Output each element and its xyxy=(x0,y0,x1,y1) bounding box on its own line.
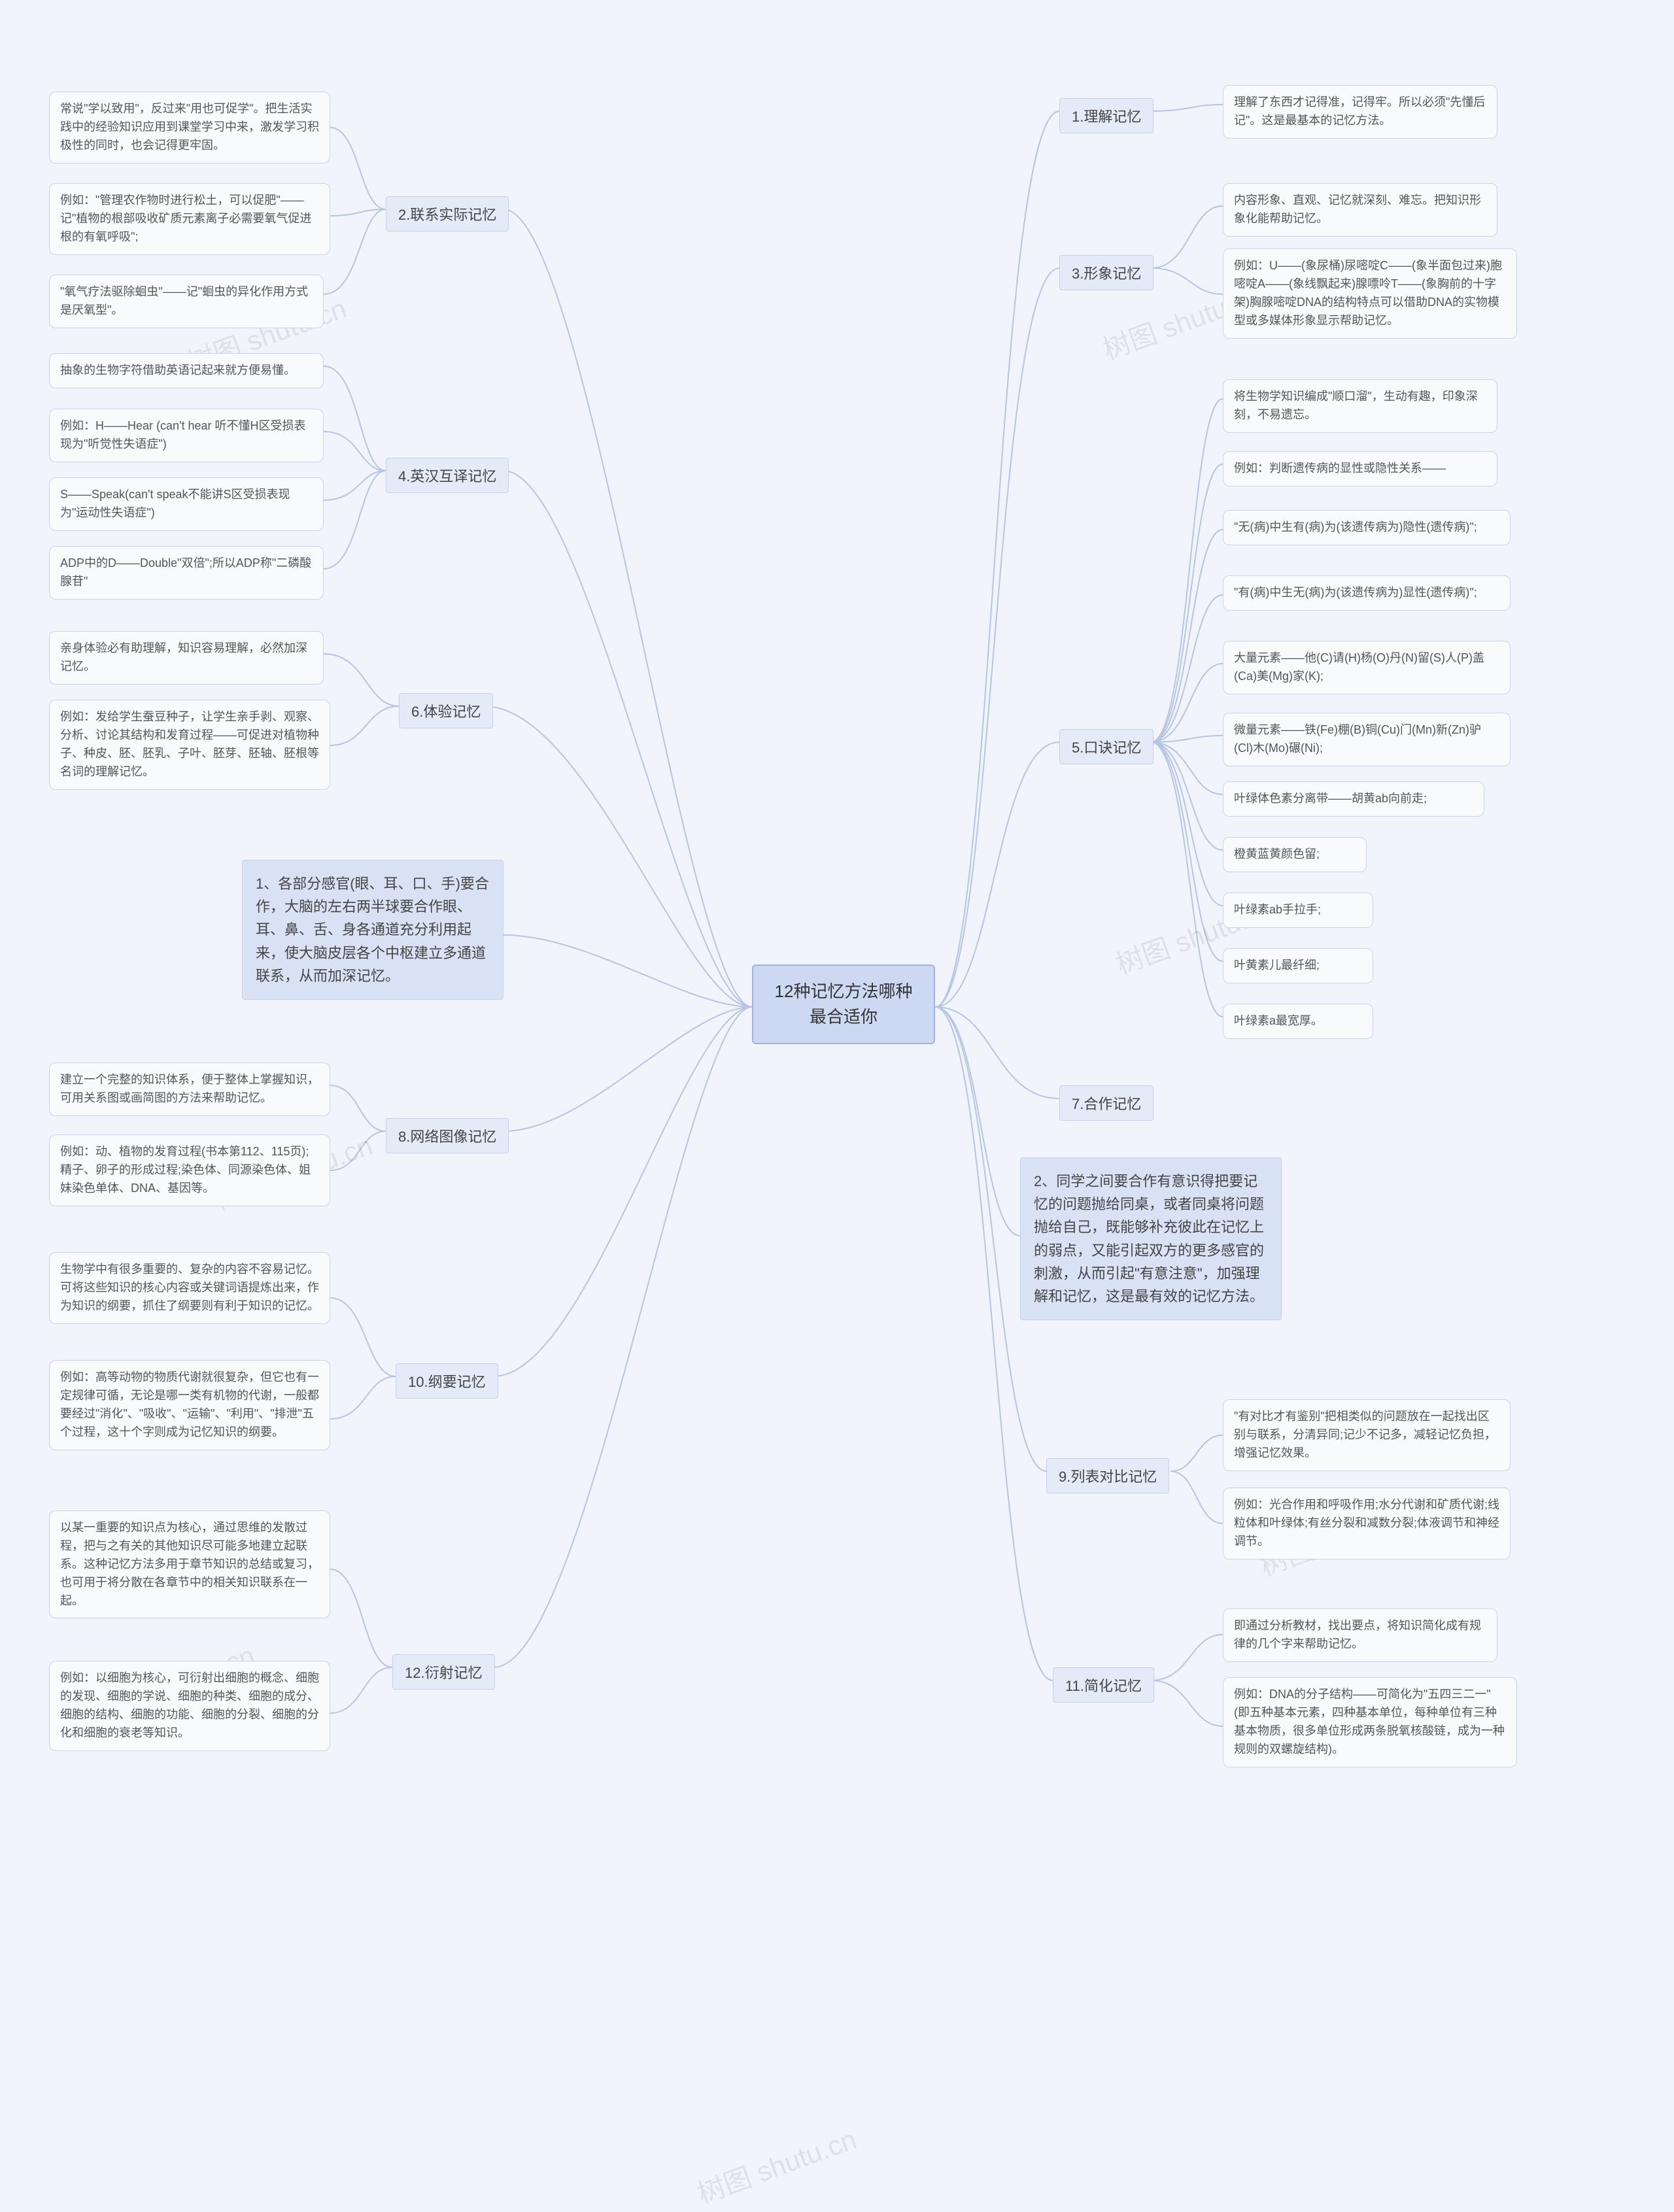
leaf-b3-1: 例如：U——(象尿桶)尿嘧啶C——(象半面包过来)胞嘧啶A——(象线飘起来)腺嘌… xyxy=(1223,248,1517,339)
branch-b11: 11.简化记忆 xyxy=(1053,1667,1154,1703)
leaf-b4-3: ADP中的D——Double"双倍";所以ADP称"二磷酸腺苷" xyxy=(49,546,324,600)
branch-b12: 12.衍射记忆 xyxy=(392,1654,495,1690)
branch-b9: 9.列表对比记忆 xyxy=(1046,1458,1169,1493)
branch-b10: 10.纲要记忆 xyxy=(396,1363,498,1399)
branch-b5: 5.口诀记忆 xyxy=(1059,729,1153,764)
leaf-b3-0: 内容形象、直观、记忆就深刻、难忘。把知识形象化能帮助记忆。 xyxy=(1223,183,1497,237)
branch-b2: 2.联系实际记忆 xyxy=(386,196,509,231)
leaf-b6-0: 亲身体验必有助理解，知识容易理解，必然加深记忆。 xyxy=(49,631,324,685)
leaf-b9-0: "有对比才有鉴别"把相类似的问题放在一起找出区别与联系，分清异同;记少不记多，减… xyxy=(1223,1399,1511,1471)
leaf-b5-2: "无(病)中生有(病)为(该遗传病为)隐性(遗传病)"; xyxy=(1223,510,1511,545)
leaf-b4-2: S——Speak(can't speak不能讲S区受损表现为"运动性失语症") xyxy=(49,477,324,531)
branch-b1: 1.理解记忆 xyxy=(1059,98,1153,133)
leaf-b2-2: "氧气疗法驱除蛔虫"——记"蛔虫的异化作用方式是厌氧型"。 xyxy=(49,275,324,328)
leaf-b5-10: 叶绿素a最宽厚。 xyxy=(1223,1004,1373,1039)
leaf-b11-0: 即通过分析教材，找出要点，将知识简化成有规律的几个字来帮助记忆。 xyxy=(1223,1608,1497,1662)
leaf-b5-4: 大量元素——他(C)请(H)杨(O)丹(N)留(S)人(P)盖(Ca)美(Mg)… xyxy=(1223,641,1511,694)
leaf-b12-1: 例如：以细胞为核心，可衍射出细胞的概念、细胞的发现、细胞的学说、细胞的种类、细胞… xyxy=(49,1661,330,1751)
center-topic: 12种记忆方法哪种最合适你 xyxy=(752,964,935,1044)
branch-b7: 7.合作记忆 xyxy=(1059,1085,1153,1121)
leaf-b6-1: 例如：发给学生蚕豆种子，让学生亲手剥、观察、分析、讨论其结构和发育过程——可促进… xyxy=(49,700,330,790)
leaf-b5-8: 叶绿素ab手拉手; xyxy=(1223,893,1373,928)
leaf-b5-3: "有(病)中生无(病)为(该遗传病为)显性(遗传病)"; xyxy=(1223,575,1511,611)
leaf-b4-1: 例如：H——Hear (can't hear 听不懂H区受损表现为"听觉性失语症… xyxy=(49,409,324,462)
leaf-b5-9: 叶黄素儿最纤细; xyxy=(1223,948,1373,983)
watermark: 树图 shutu.cn xyxy=(691,2117,861,2211)
branch-b3: 3.形象记忆 xyxy=(1059,255,1153,290)
leaf-b5-1: 例如：判断遗传病的显性或隐性关系—— xyxy=(1223,451,1497,486)
leaf-b4-0: 抽象的生物字符借助英语记起来就方便易懂。 xyxy=(49,353,324,388)
leaf-b12-0: 以某一重要的知识点为核心，通过思维的发散过程，把与之有关的其他知识尽可能多地建立… xyxy=(49,1510,330,1618)
branch-h2: 2、同学之间要合作有意识得把要记忆的问题抛给同桌，或者同桌将问题抛给自己，既能够… xyxy=(1020,1157,1282,1320)
leaf-b1-0: 理解了东西才记得准，记得牢。所以必须"先懂后记"。这是最基本的记忆方法。 xyxy=(1223,85,1497,139)
branch-b8: 8.网络图像记忆 xyxy=(386,1118,509,1153)
leaf-b5-7: 橙黄蓝黄颜色留; xyxy=(1223,837,1367,872)
leaf-b5-5: 微量元素——铁(Fe)棚(B)铜(Cu)门(Mn)新(Zn)驴(Cl)木(Mo)… xyxy=(1223,713,1511,766)
leaf-b8-1: 例如：动、植物的发育过程(书本第112、115页);精子、卵子的形成过程;染色体… xyxy=(49,1134,330,1206)
leaf-b5-6: 叶绿体色素分离带——胡黄ab向前走; xyxy=(1223,781,1484,817)
leaf-b10-0: 生物学中有很多重要的、复杂的内容不容易记忆。可将这些知识的核心内容或关键词语提炼… xyxy=(49,1252,330,1324)
leaf-b10-1: 例如：高等动物的物质代谢就很复杂，但它也有一定规律可循，无论是哪一类有机物的代谢… xyxy=(49,1360,330,1450)
leaf-b8-0: 建立一个完整的知识体系，便于整体上掌握知识，可用关系图或画简图的方法来帮助记忆。 xyxy=(49,1063,330,1116)
branch-b6: 6.体验记忆 xyxy=(399,693,493,728)
leaf-b9-1: 例如：光合作用和呼吸作用;水分代谢和矿质代谢;线粒体和叶绿体;有丝分裂和减数分裂… xyxy=(1223,1488,1511,1559)
leaf-b5-0: 将生物学知识编成"顺口溜"，生动有趣，印象深刻，不易遗忘。 xyxy=(1223,379,1497,433)
branch-b4: 4.英汉互译记忆 xyxy=(386,458,509,493)
leaf-b2-0: 常说"学以致用"，反过来"用也可促学"。把生活实践中的经验知识应用到课堂学习中来… xyxy=(49,92,330,163)
leaf-b2-1: 例如："管理农作物时进行松土，可以促肥"——记"植物的根部吸收矿质元素离子必需要… xyxy=(49,183,330,255)
branch-h1: 1、各部分感官(眼、耳、口、手)要合作，大脑的左右两半球要合作眼、耳、鼻、舌、身… xyxy=(242,860,504,1000)
leaf-b11-1: 例如：DNA的分子结构——可简化为"五四三二一"(即五种基本元素，四种基本单位，… xyxy=(1223,1677,1517,1767)
